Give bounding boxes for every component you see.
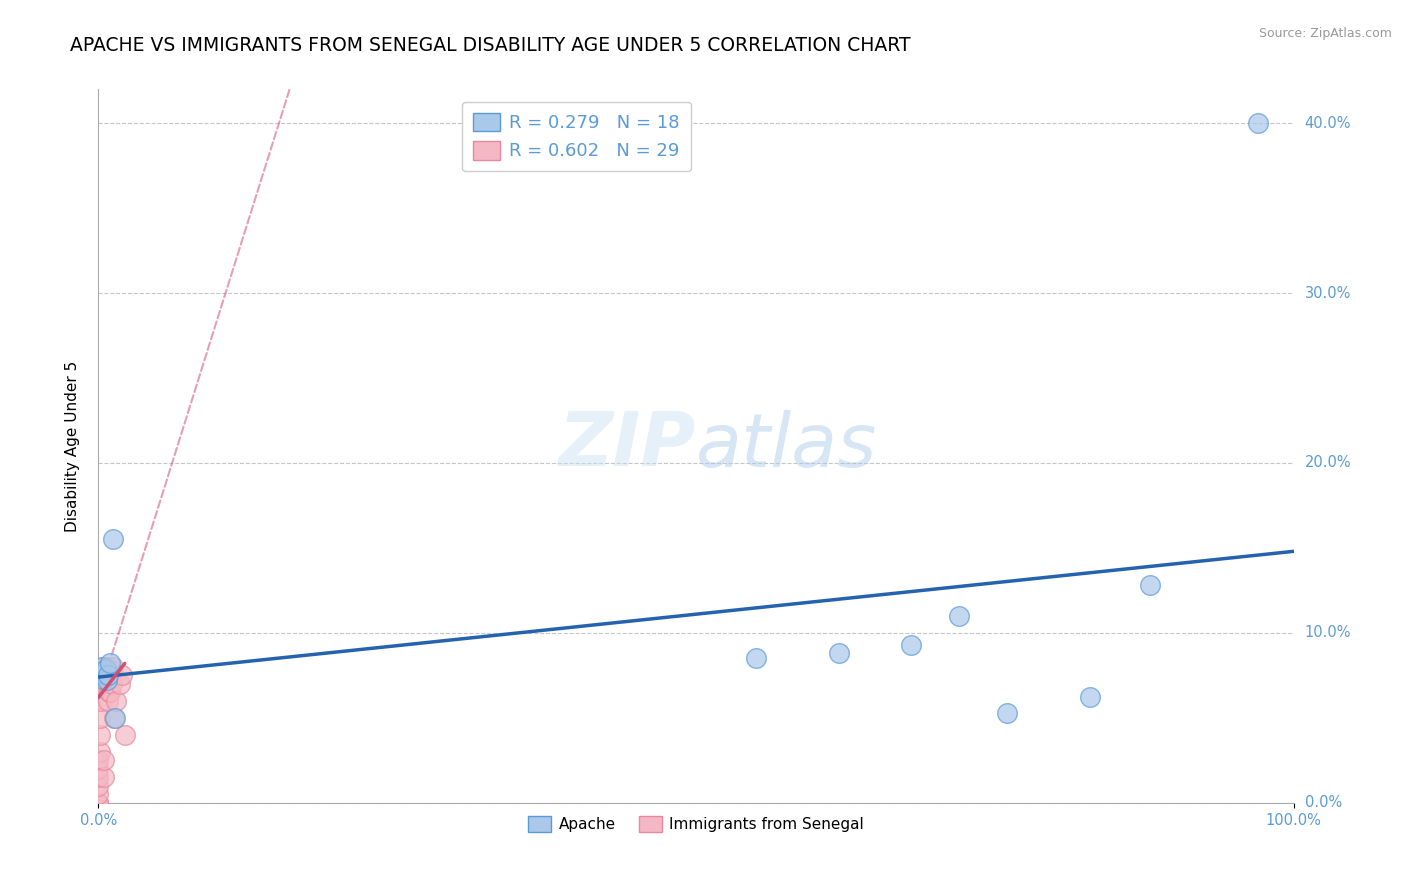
Immigrants from Senegal	[87, 796, 110, 810]
Apache	[828, 646, 851, 660]
Text: 0.0%: 0.0%	[1305, 796, 1341, 810]
Apache	[995, 706, 1018, 720]
Apache	[104, 711, 127, 725]
Immigrants from Senegal	[94, 668, 117, 682]
Text: 30.0%: 30.0%	[1305, 285, 1351, 301]
Immigrants from Senegal	[87, 753, 110, 767]
Immigrants from Senegal	[87, 762, 110, 776]
Immigrants from Senegal	[96, 660, 118, 674]
Immigrants from Senegal	[87, 796, 110, 810]
Text: Source: ZipAtlas.com: Source: ZipAtlas.com	[1258, 27, 1392, 40]
Apache	[91, 672, 114, 686]
Apache	[97, 668, 120, 682]
Legend: Apache, Immigrants from Senegal: Apache, Immigrants from Senegal	[522, 810, 870, 838]
Text: 40.0%: 40.0%	[1305, 116, 1351, 131]
Apache	[948, 608, 970, 623]
Immigrants from Senegal	[98, 685, 122, 699]
Immigrants from Senegal	[105, 694, 128, 708]
Immigrants from Senegal	[87, 779, 110, 793]
Apache	[900, 638, 922, 652]
Text: ZIP: ZIP	[558, 409, 696, 483]
Immigrants from Senegal	[91, 668, 114, 682]
Immigrants from Senegal	[103, 711, 125, 725]
Immigrants from Senegal	[89, 711, 111, 725]
Immigrants from Senegal	[108, 677, 131, 691]
Immigrants from Senegal	[101, 660, 124, 674]
Apache	[96, 673, 118, 688]
Immigrants from Senegal	[98, 685, 121, 699]
Apache	[745, 651, 768, 665]
Immigrants from Senegal	[90, 677, 112, 691]
Immigrants from Senegal	[111, 668, 134, 682]
Text: atlas: atlas	[696, 410, 877, 482]
Apache	[101, 533, 124, 547]
Text: APACHE VS IMMIGRANTS FROM SENEGAL DISABILITY AGE UNDER 5 CORRELATION CHART: APACHE VS IMMIGRANTS FROM SENEGAL DISABI…	[70, 36, 911, 54]
Immigrants from Senegal	[100, 677, 122, 691]
Immigrants from Senegal	[90, 694, 112, 708]
Immigrants from Senegal	[89, 745, 111, 759]
Apache	[91, 660, 114, 674]
Immigrants from Senegal	[97, 694, 120, 708]
Apache	[93, 666, 115, 681]
Apache	[94, 662, 117, 676]
Immigrants from Senegal	[87, 770, 110, 784]
Immigrants from Senegal	[87, 787, 110, 801]
Apache	[1080, 690, 1102, 705]
Immigrants from Senegal	[89, 728, 111, 742]
Apache	[98, 657, 122, 671]
Apache	[1139, 578, 1161, 592]
Y-axis label: Disability Age Under 5: Disability Age Under 5	[65, 360, 80, 532]
Immigrants from Senegal	[91, 660, 114, 674]
Immigrants from Senegal	[87, 796, 110, 810]
Apache	[90, 668, 112, 682]
Text: 20.0%: 20.0%	[1305, 456, 1351, 470]
Immigrants from Senegal	[114, 728, 136, 742]
Immigrants from Senegal	[93, 753, 115, 767]
Apache	[1247, 116, 1270, 130]
Immigrants from Senegal	[93, 770, 115, 784]
Text: 10.0%: 10.0%	[1305, 625, 1351, 640]
